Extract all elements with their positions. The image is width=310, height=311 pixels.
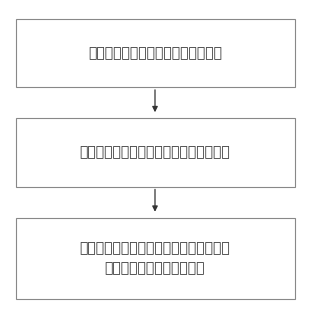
- Text: 将等效元件按电缆实际结构进行连接，即
可得到相应的等效热路模型: 将等效元件按电缆实际结构进行连接，即 可得到相应的等效热路模型: [80, 241, 230, 275]
- Text: 将所述分层都用相应的等效热路元件等效: 将所述分层都用相应的等效热路元件等效: [80, 145, 230, 160]
- Text: 根据电缆的实际结构对电缆进行分层: 根据电缆的实际结构对电缆进行分层: [88, 46, 222, 60]
- Bar: [16, 118, 294, 187]
- Bar: [16, 218, 294, 299]
- Bar: [16, 19, 294, 87]
